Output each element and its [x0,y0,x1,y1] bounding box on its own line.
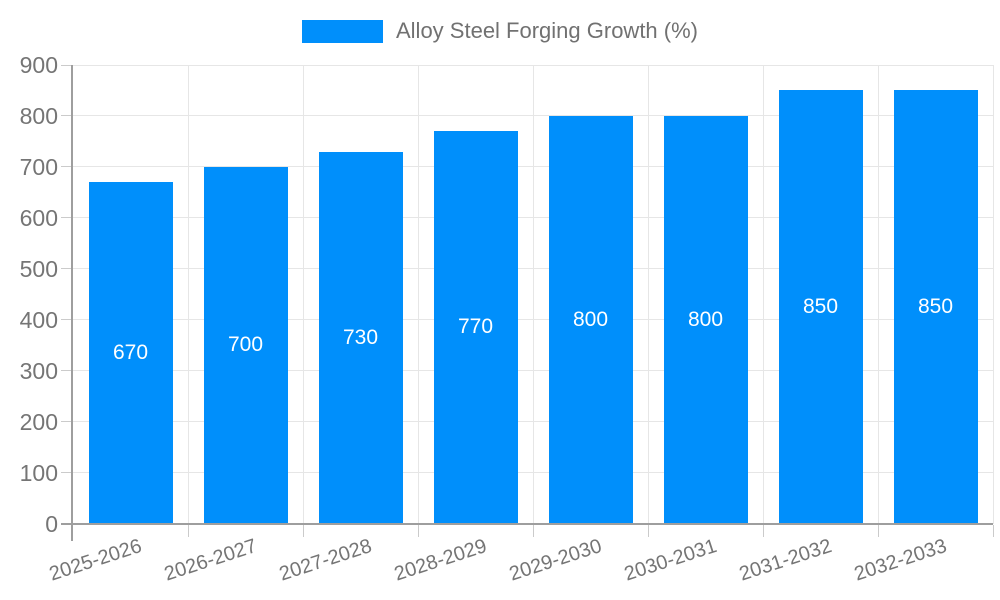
y-axis-tick [61,370,73,372]
bar-value-label: 800 [572,307,609,331]
bar [318,151,403,524]
y-axis-label: 600 [19,204,58,231]
gridline-vertical [877,65,879,524]
bar [778,90,863,524]
bar-value-label: 800 [687,307,724,331]
y-axis-label: 200 [19,408,58,435]
x-axis-label: 2031-2032 [736,534,835,585]
x-axis-tick [417,524,419,537]
y-axis-tick [61,421,73,423]
bar-value-label: 850 [802,294,839,318]
x-axis-tick [647,524,649,537]
y-axis-tick [61,115,73,117]
y-axis-tick [61,64,73,66]
x-axis-tick [877,524,879,537]
bar [203,166,288,524]
x-axis-label: 2032-2033 [851,534,950,585]
bar [893,90,978,524]
x-axis-tick [762,524,764,537]
legend: Alloy Steel Forging Growth (%) [0,19,1000,43]
x-axis-label: 2029-2030 [506,534,605,585]
y-axis-label: 300 [19,357,58,384]
x-axis-label: 2028-2029 [391,534,490,585]
bar-value-label: 730 [342,325,379,349]
y-axis-tick [61,472,73,474]
bar-value-label: 850 [917,294,954,318]
y-axis-label: 0 [45,510,58,537]
legend-label: Alloy Steel Forging Growth (%) [396,18,698,43]
y-axis-label: 100 [19,459,58,486]
gridline-vertical [647,65,649,524]
y-axis-label: 800 [19,102,58,129]
x-axis-tick [302,524,304,537]
y-axis-tick [61,268,73,270]
bar [433,131,518,524]
x-axis-tick [187,524,189,537]
gridline-vertical [762,65,764,524]
y-axis-label: 500 [19,255,58,282]
y-axis-label: 400 [19,306,58,333]
x-axis-tick [992,524,994,537]
y-axis-tick [61,166,73,168]
x-axis-label: 2026-2027 [161,534,260,585]
y-axis-line [71,65,73,541]
bar [663,115,748,524]
y-axis-tick [61,217,73,219]
y-axis-tick [61,319,73,321]
gridline-vertical [187,65,189,524]
gridline-vertical [992,65,994,524]
gridline-vertical [417,65,419,524]
bar-value-label: 700 [227,333,264,357]
gridline-vertical [302,65,304,524]
x-axis-line [61,522,993,525]
legend-item[interactable]: Alloy Steel Forging Growth (%) [302,19,698,43]
bar-value-label: 770 [457,315,494,339]
bar-value-label: 670 [112,340,149,364]
bar [88,182,173,524]
x-axis-label: 2027-2028 [276,534,375,585]
y-axis-label: 900 [19,52,58,78]
bar [548,115,633,524]
x-axis-label: 2025-2026 [46,534,145,585]
legend-swatch-icon [302,19,383,43]
gridline-vertical [532,65,534,524]
x-axis-label: 2030-2031 [621,534,720,585]
y-axis-label: 700 [19,153,58,180]
x-axis-tick [532,524,534,537]
